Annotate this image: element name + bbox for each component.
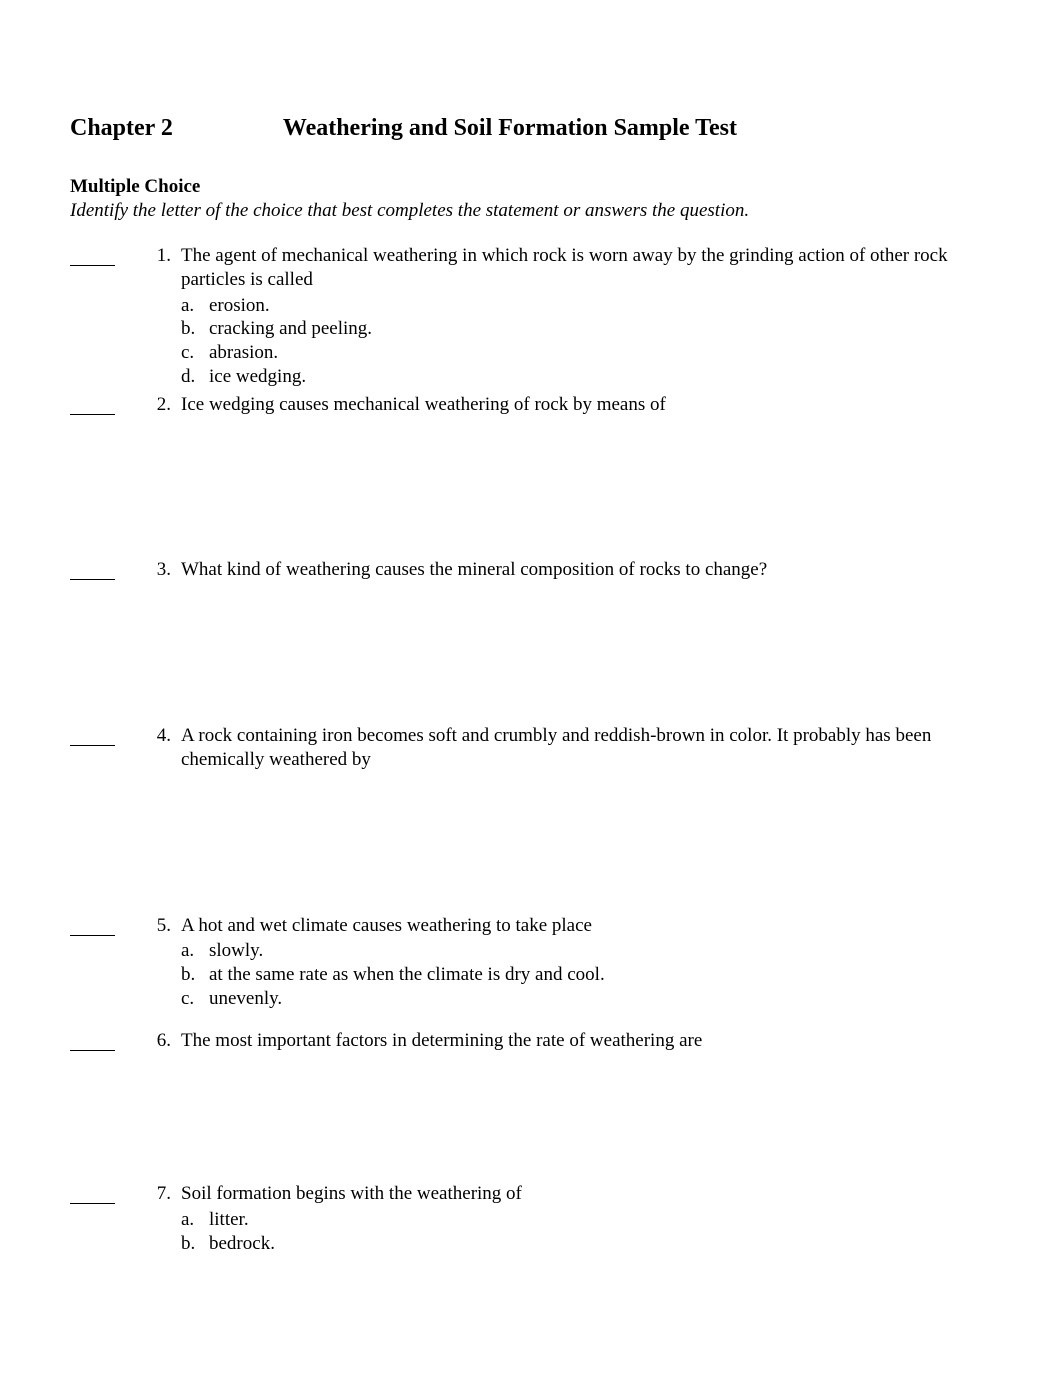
question: 6.The most important factors in determin… bbox=[70, 1029, 992, 1055]
choice-letter: a. bbox=[181, 939, 209, 963]
choice-text: erosion. bbox=[209, 294, 270, 318]
chapter-heading: Chapter 2 Weathering and Soil Formation S… bbox=[70, 115, 992, 142]
question-body: The agent of mechanical weathering in wh… bbox=[181, 244, 992, 389]
question-body: The most important factors in determinin… bbox=[181, 1029, 992, 1055]
spacer bbox=[70, 774, 992, 914]
choice: c.abrasion. bbox=[181, 341, 992, 365]
choice-text: unevenly. bbox=[209, 987, 282, 1011]
spacer bbox=[70, 1054, 992, 1182]
choice-letter: c. bbox=[181, 987, 209, 1011]
choice-text: at the same rate as when the climate is … bbox=[209, 963, 605, 987]
spacer bbox=[70, 418, 992, 558]
section-title: Multiple Choice bbox=[70, 176, 992, 198]
choice: a.litter. bbox=[181, 1208, 992, 1232]
spacer bbox=[70, 584, 992, 724]
question-body: What kind of weathering causes the miner… bbox=[181, 558, 992, 584]
question-stem: The most important factors in determinin… bbox=[181, 1029, 992, 1053]
question-stem: Soil formation begins with the weatherin… bbox=[181, 1182, 992, 1206]
test-page: Chapter 2 Weathering and Soil Formation S… bbox=[0, 0, 1062, 1326]
question: 4.A rock containing iron becomes soft an… bbox=[70, 724, 992, 774]
choice-text: bedrock. bbox=[209, 1232, 275, 1256]
question-stem: Ice wedging causes mechanical weathering… bbox=[181, 393, 992, 417]
choice: c.unevenly. bbox=[181, 987, 992, 1011]
chapter-label: Chapter 2 bbox=[70, 115, 173, 141]
choice-text: abrasion. bbox=[209, 341, 278, 365]
answer-blank[interactable] bbox=[70, 1031, 115, 1051]
choice-letter: b. bbox=[181, 317, 209, 341]
question: 5.A hot and wet climate causes weatherin… bbox=[70, 914, 992, 1011]
choices: a.erosion.b.cracking and peeling.c.abras… bbox=[181, 294, 992, 389]
choice: d.ice wedging. bbox=[181, 365, 992, 389]
spacer bbox=[70, 1011, 992, 1029]
choice-letter: b. bbox=[181, 1232, 209, 1256]
answer-blank[interactable] bbox=[70, 726, 115, 746]
question-body: Soil formation begins with the weatherin… bbox=[181, 1182, 992, 1255]
section-instruction: Identify the letter of the choice that b… bbox=[70, 200, 992, 222]
question: 1.The agent of mechanical weathering in … bbox=[70, 244, 992, 389]
question-stem: A hot and wet climate causes weathering … bbox=[181, 914, 992, 938]
question-body: A hot and wet climate causes weathering … bbox=[181, 914, 992, 1011]
question-number: 7. bbox=[141, 1182, 181, 1255]
choice: a.erosion. bbox=[181, 294, 992, 318]
answer-blank[interactable] bbox=[70, 560, 115, 580]
question: 2.Ice wedging causes mechanical weatheri… bbox=[70, 393, 992, 419]
questions-container: 1.The agent of mechanical weathering in … bbox=[70, 244, 992, 1256]
answer-blank[interactable] bbox=[70, 246, 115, 266]
choice-letter: d. bbox=[181, 365, 209, 389]
question-body: Ice wedging causes mechanical weathering… bbox=[181, 393, 992, 419]
answer-blank[interactable] bbox=[70, 395, 115, 415]
question-stem: A rock containing iron becomes soft and … bbox=[181, 724, 992, 772]
question-stem: The agent of mechanical weathering in wh… bbox=[181, 244, 992, 292]
choices: a.slowly.b.at the same rate as when the … bbox=[181, 939, 992, 1010]
question: 3.What kind of weathering causes the min… bbox=[70, 558, 992, 584]
choices: a.litter.b.bedrock. bbox=[181, 1208, 992, 1256]
question-body: A rock containing iron becomes soft and … bbox=[181, 724, 992, 774]
question-stem: What kind of weathering causes the miner… bbox=[181, 558, 992, 582]
choice-text: slowly. bbox=[209, 939, 263, 963]
choice-letter: a. bbox=[181, 294, 209, 318]
question-number: 5. bbox=[141, 914, 181, 1011]
chapter-title: Weathering and Soil Formation Sample Tes… bbox=[283, 115, 737, 141]
choice-letter: c. bbox=[181, 341, 209, 365]
choice-letter: b. bbox=[181, 963, 209, 987]
answer-blank[interactable] bbox=[70, 1184, 115, 1204]
question-number: 4. bbox=[141, 724, 181, 774]
question: 7.Soil formation begins with the weather… bbox=[70, 1182, 992, 1255]
question-number: 2. bbox=[141, 393, 181, 419]
choice-text: cracking and peeling. bbox=[209, 317, 372, 341]
choice: b.cracking and peeling. bbox=[181, 317, 992, 341]
answer-blank[interactable] bbox=[70, 916, 115, 936]
choice: a.slowly. bbox=[181, 939, 992, 963]
question-number: 3. bbox=[141, 558, 181, 584]
choice-letter: a. bbox=[181, 1208, 209, 1232]
choice: b.at the same rate as when the climate i… bbox=[181, 963, 992, 987]
choice-text: litter. bbox=[209, 1208, 249, 1232]
choice-text: ice wedging. bbox=[209, 365, 306, 389]
question-number: 6. bbox=[141, 1029, 181, 1055]
choice: b.bedrock. bbox=[181, 1232, 992, 1256]
question-number: 1. bbox=[141, 244, 181, 389]
